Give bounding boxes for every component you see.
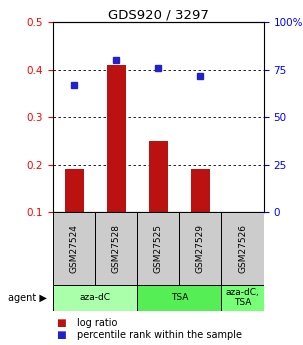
Bar — [179, 212, 221, 285]
Text: TSA: TSA — [171, 293, 188, 302]
Text: GSM27525: GSM27525 — [154, 224, 163, 273]
Bar — [221, 212, 264, 285]
Bar — [137, 285, 221, 310]
Text: ■: ■ — [56, 330, 66, 339]
Text: percentile rank within the sample: percentile rank within the sample — [77, 330, 242, 339]
Bar — [65, 169, 84, 212]
Bar — [221, 285, 264, 310]
Title: GDS920 / 3297: GDS920 / 3297 — [108, 8, 209, 21]
Text: GSM27529: GSM27529 — [196, 224, 205, 273]
Bar — [137, 212, 179, 285]
Bar — [149, 141, 168, 212]
Bar — [53, 285, 137, 310]
Bar — [107, 65, 126, 212]
Text: agent ▶: agent ▶ — [8, 293, 47, 303]
Text: log ratio: log ratio — [77, 318, 118, 327]
Text: GSM27528: GSM27528 — [112, 224, 121, 273]
Text: GSM27526: GSM27526 — [238, 224, 247, 273]
Text: aza-dC,
TSA: aza-dC, TSA — [226, 288, 259, 307]
Bar — [53, 212, 95, 285]
Bar — [191, 169, 210, 212]
Text: ■: ■ — [56, 318, 66, 327]
Text: aza-dC: aza-dC — [80, 293, 111, 302]
Bar — [95, 212, 137, 285]
Text: GSM27524: GSM27524 — [70, 224, 78, 273]
